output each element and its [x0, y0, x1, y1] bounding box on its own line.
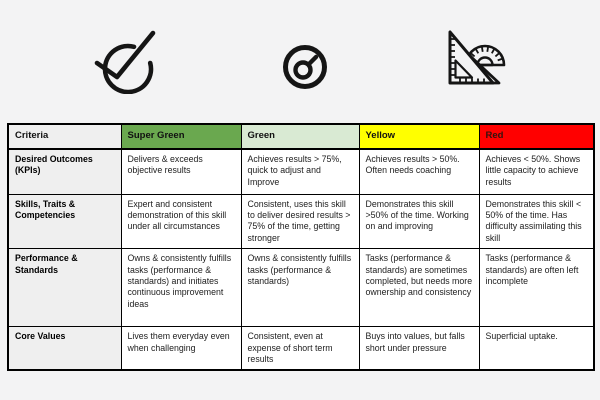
criteria-label: Desired Outcomes (KPIs)	[7, 148, 122, 195]
table-row-skills-traits: Skills, Traits & Competencies Expert and…	[7, 193, 595, 250]
table-cell: Achieves results > 50%. Often needs coac…	[358, 148, 480, 195]
table-cell: Achieves < 50%. Shows little capacity to…	[478, 148, 595, 195]
table-cell: Owns & consistently fulfills tasks (perf…	[120, 248, 242, 328]
criteria-label: Skills, Traits & Competencies	[7, 193, 122, 250]
column-header-green: Green	[240, 123, 360, 150]
table-row-performance-standards: Performance & Standards Owns & consisten…	[7, 248, 595, 328]
table-cell: Tasks (performance & standards) are ofte…	[478, 248, 595, 328]
table-cell: Demonstrates this skill < 50% of the tim…	[478, 193, 595, 250]
table-cell: Owns & consistently fulfills tasks (perf…	[240, 248, 360, 328]
table-cell: Consistent, uses this skill to deliver d…	[240, 193, 360, 250]
column-header-yellow: Yellow	[358, 123, 480, 150]
column-header-super-green: Super Green	[120, 123, 242, 150]
set-square-protractor-icon	[448, 30, 506, 85]
table-cell: Delivers & exceeds objective results	[120, 148, 242, 195]
criteria-label: Core Values	[7, 326, 122, 371]
table-cell: Lives them everyday even when challengin…	[120, 326, 242, 371]
header-row: Criteria Super Green Green Yellow Red	[7, 123, 595, 150]
table-row-core-values: Core Values Lives them everyday even whe…	[7, 326, 595, 371]
column-header-red: Red	[478, 123, 595, 150]
table-cell: Consistent, even at expense of short ter…	[240, 326, 360, 371]
table-cell: Tasks (performance & standards) are some…	[358, 248, 480, 328]
table-row-desired-outcomes: Desired Outcomes (KPIs) Delivers & excee…	[7, 148, 595, 195]
target-icon	[283, 45, 327, 89]
column-header-criteria: Criteria	[7, 123, 122, 150]
table-cell: Buys into values, but falls short under …	[358, 326, 480, 371]
check-circle-icon	[94, 30, 156, 94]
table-cell: Superficial uptake.	[478, 326, 595, 371]
table-cell: Expert and consistent demonstration of t…	[120, 193, 242, 250]
table-cell: Achieves results > 75%, quick to adjust …	[240, 148, 360, 195]
table-cell: Demonstrates this skill >50% of the time…	[358, 193, 480, 250]
criteria-label: Performance & Standards	[7, 248, 122, 328]
rubric-table: Criteria Super Green Green Yellow Red De…	[7, 123, 595, 372]
